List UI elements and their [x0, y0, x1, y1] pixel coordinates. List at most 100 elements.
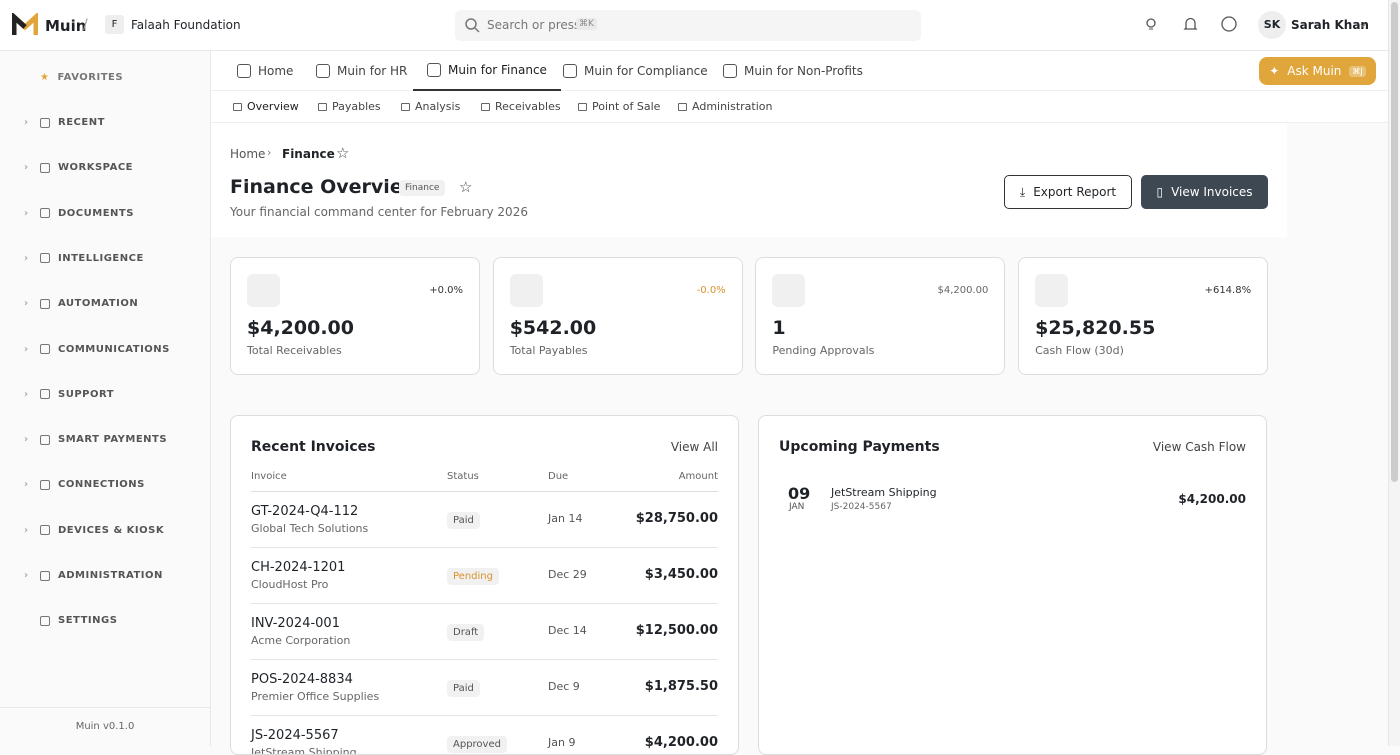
sidebar-item[interactable]: › COMMUNICATIONS	[24, 344, 170, 355]
ask-muin-button[interactable]: ✦ Ask Muin ⌘J	[1259, 57, 1376, 85]
invoice-customer: Global Tech Solutions	[251, 522, 369, 535]
stat-value: $542.00	[509, 317, 597, 339]
invoice-amount: $4,200.00	[644, 735, 718, 750]
invoice-id: GT-2024-Q4-112	[251, 504, 359, 519]
brand[interactable]: Muin	[45, 17, 87, 35]
avatar[interactable]: SK	[1258, 11, 1286, 39]
sidebar-item[interactable]: › SUPPORT	[24, 389, 114, 400]
sub-tab-icon	[401, 102, 410, 111]
product-tabs: Home Muin for HR Muin for Finance Muin for …	[211, 51, 1388, 91]
sidebar-item[interactable]: › AUTOMATION	[24, 298, 138, 309]
item-icon	[40, 570, 50, 581]
view-invoices-label: View Invoices	[1171, 185, 1253, 199]
favorite-star[interactable]: ☆	[336, 144, 350, 162]
view-all-link[interactable]: View All	[670, 440, 718, 454]
sidebar-item[interactable]: › DOCUMENTS	[24, 208, 134, 219]
stat-card: $4,200.00 1 Pending Approvals	[755, 257, 1006, 375]
item-label: DOCUMENTS	[58, 207, 134, 219]
stat-card: +614.8% $25,820.55 Cash Flow (30d)	[1018, 257, 1269, 375]
invoice-row[interactable]: CH-2024-1201 CloudHost Pro Pending Dec 29 $3…	[251, 548, 718, 604]
invoice-row[interactable]: JS-2024-5567 JetStream Shipping Approved Ja…	[251, 716, 718, 754]
sidebar-item[interactable]: › CONNECTIONS	[24, 479, 145, 490]
title-star[interactable]: ☆	[459, 178, 473, 196]
sub-tab-label: Payables	[332, 100, 381, 113]
invoice-row[interactable]: POS-2024-8834 Premier Office Supplies Paid…	[251, 660, 718, 716]
tab-label: Home	[258, 64, 294, 78]
view-cash-flow-link[interactable]: View Cash Flow	[1152, 440, 1246, 454]
sidebar-item[interactable]: SETTINGS	[24, 615, 117, 626]
sub-tab[interactable]: Analysis	[401, 91, 460, 122]
sidebar-item[interactable]: › SMART PAYMENTS	[24, 434, 167, 445]
sidebar-item[interactable]: › RECENT	[24, 117, 105, 128]
export-button[interactable]: ⤓ Export Report	[1004, 175, 1132, 209]
stat-change: +614.8%	[1204, 285, 1252, 296]
breadcrumb-home[interactable]: Home	[230, 147, 266, 161]
item-icon	[40, 389, 50, 400]
sidebar-item[interactable]: › ADMINISTRATION	[24, 570, 163, 581]
invoice-id: INV-2024-001	[251, 616, 340, 631]
sidebar-item[interactable]: › INTELLIGENCE	[24, 253, 144, 264]
star-icon: ★	[40, 72, 50, 83]
tab-label: Muin for HR	[337, 64, 408, 78]
search-box[interactable]: Search or press ⌘K	[455, 10, 921, 41]
chevron: ›	[24, 343, 29, 355]
sub-tab[interactable]: Payables	[318, 91, 381, 122]
tab-label: Muin for Finance	[448, 63, 547, 77]
sub-tab-label: Analysis	[415, 100, 461, 113]
sub-tab[interactable]: Overview	[233, 91, 299, 122]
product-tab[interactable]: Muin for Non-Profits	[723, 51, 863, 91]
payment-amount: $4,200.00	[1178, 492, 1246, 506]
chevron: ›	[24, 524, 29, 536]
product-tab[interactable]: Muin for HR	[316, 51, 407, 91]
idea-icon[interactable]	[1144, 17, 1158, 33]
item-label: RECENT	[58, 117, 105, 128]
item-icon	[40, 208, 50, 219]
stat-label: Cash Flow (30d)	[1035, 344, 1124, 357]
stat-change: +0.0%	[429, 285, 463, 296]
sidebar-footer	[0, 707, 210, 746]
chevron: ›	[24, 207, 29, 219]
item-icon	[40, 434, 50, 445]
sidebar-item[interactable]: › WORKSPACE	[24, 162, 133, 173]
sub-tab-icon	[318, 102, 327, 111]
item-label: INTELLIGENCE	[58, 252, 144, 264]
invoice-customer: Premier Office Supplies	[251, 690, 380, 703]
status-pill: Paid	[447, 680, 480, 697]
view-invoices-button[interactable]: ▯ View Invoices	[1141, 175, 1268, 209]
breadcrumb-current: Finance	[282, 147, 335, 161]
invoice-amount: $1,875.50	[644, 679, 718, 694]
help-icon[interactable]	[1221, 16, 1238, 33]
sub-tab[interactable]: Point of Sale	[578, 91, 660, 122]
user-name[interactable]: Sarah Khan	[1291, 18, 1369, 32]
payment-row[interactable]: 09 JAN JetStream Shipping JS-2024-5567 $4,20…	[779, 484, 1246, 520]
invoice-row[interactable]: GT-2024-Q4-112 Global Tech Solutions Paid J…	[251, 492, 718, 548]
invoice-amount: $12,500.00	[635, 623, 718, 638]
product-tab[interactable]: Home	[237, 51, 293, 91]
payment-day: 09	[788, 484, 811, 503]
stat-label: Total Payables	[509, 344, 588, 357]
sub-tab-icon	[481, 102, 490, 111]
scrollbar	[1388, 0, 1400, 746]
sub-tab[interactable]: Administration	[678, 91, 773, 122]
product-tab[interactable]: Muin for Finance	[413, 51, 561, 91]
stat-value: 1	[772, 317, 786, 339]
stat-value: $25,820.55	[1035, 317, 1156, 339]
chevron: ›	[24, 479, 29, 491]
user-menu-chevron[interactable]: ⌄	[1358, 16, 1369, 30]
sub-tab[interactable]: Receivables	[481, 91, 561, 122]
bell-icon[interactable]	[1183, 16, 1198, 33]
doc-icon: ▯	[1156, 185, 1164, 199]
sidebar-item[interactable]: › DEVICES & KIOSK	[24, 525, 164, 536]
invoice-amount: $3,450.00	[644, 567, 718, 582]
invoice-row[interactable]: INV-2024-001 Acme Corporation Draft Dec 14 $…	[251, 604, 718, 660]
separator: /	[83, 17, 88, 33]
logo	[12, 13, 38, 35]
product-tab[interactable]: Muin for Compliance	[563, 51, 708, 91]
status-pill: Paid	[447, 512, 480, 529]
payment-ref: JS-2024-5567	[831, 502, 892, 512]
search-placeholder: Search or press	[487, 18, 581, 32]
column-header: Status	[447, 471, 479, 482]
export-label: Export Report	[1033, 185, 1117, 199]
org-name[interactable]: Falaah Foundation	[131, 18, 241, 32]
